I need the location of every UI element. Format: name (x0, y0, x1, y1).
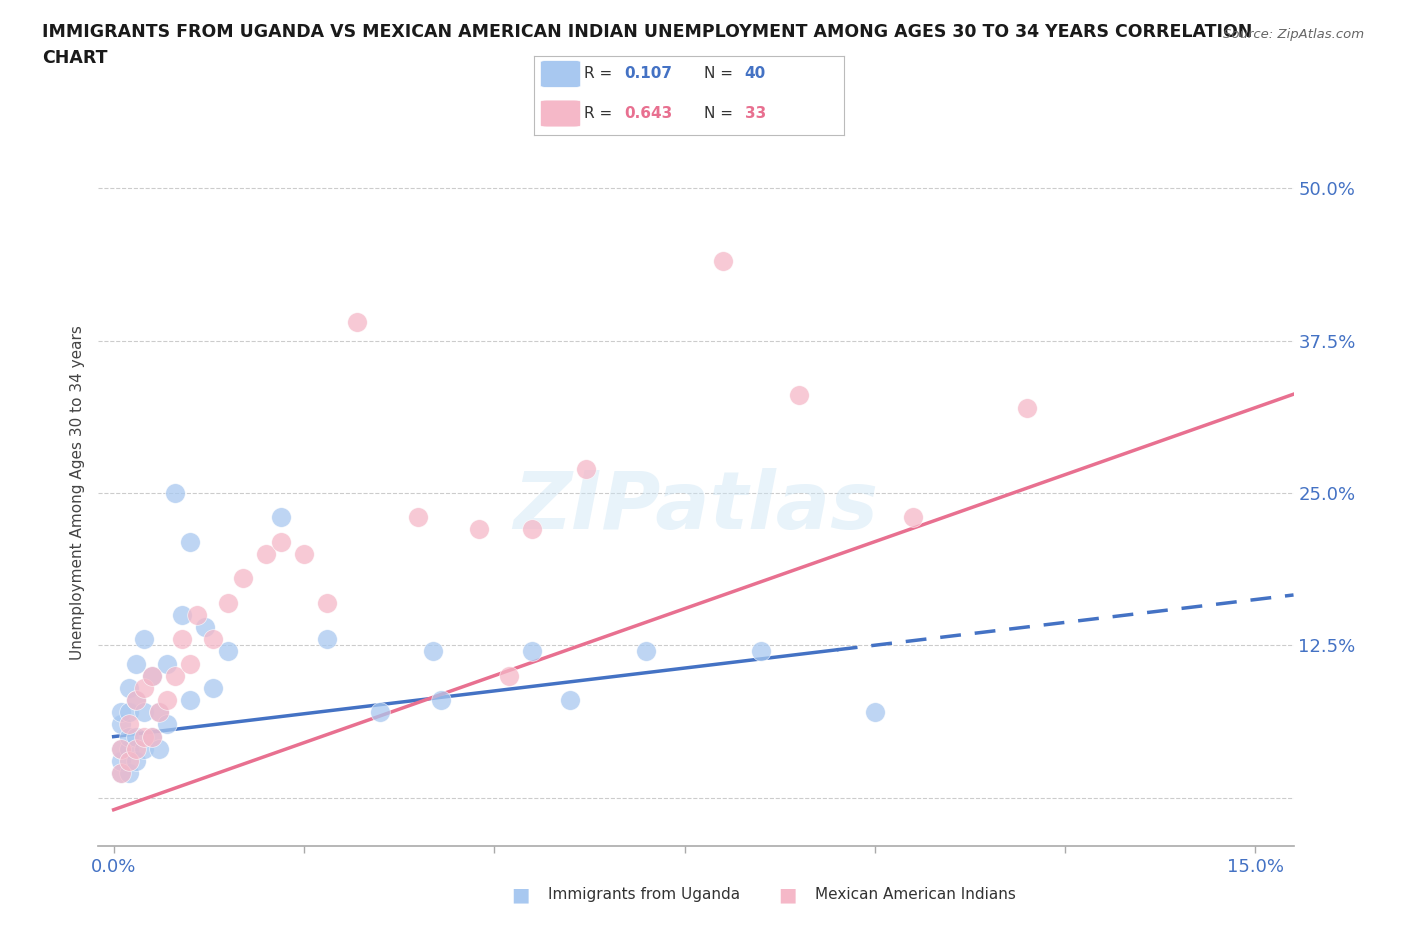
Text: N =: N = (704, 66, 738, 82)
Point (179, 534, 201, 549)
Point (132, 705, 155, 720)
Point (574, 461, 596, 476)
Point (132, 729, 155, 744)
Point (118, 705, 141, 720)
Point (368, 705, 391, 720)
Point (172, 607, 194, 622)
Point (315, 595, 337, 610)
Point (156, 693, 179, 708)
Point (163, 485, 186, 500)
Point (217, 644, 239, 658)
Point (118, 681, 141, 696)
Point (132, 741, 155, 756)
Point (125, 693, 148, 708)
Point (141, 669, 163, 684)
Point (110, 741, 132, 756)
Text: 0.643: 0.643 (624, 106, 672, 121)
Point (148, 705, 170, 720)
Point (110, 765, 132, 780)
Point (125, 753, 148, 768)
Point (141, 669, 163, 684)
Point (110, 717, 132, 732)
Text: N =: N = (704, 106, 738, 121)
Point (132, 681, 155, 696)
Point (179, 693, 201, 708)
Point (270, 510, 292, 525)
Point (346, 315, 368, 330)
Point (270, 534, 292, 549)
Point (118, 753, 141, 768)
Point (125, 741, 148, 756)
Point (201, 681, 224, 696)
Point (636, 644, 658, 658)
Text: 0.107: 0.107 (624, 66, 672, 82)
Point (110, 741, 132, 756)
Point (522, 644, 544, 658)
Point (163, 669, 186, 684)
Point (217, 595, 239, 610)
Point (232, 571, 254, 586)
Point (132, 631, 155, 646)
Point (125, 729, 148, 744)
Point (430, 693, 453, 708)
Point (1017, 400, 1039, 415)
Point (863, 705, 886, 720)
FancyBboxPatch shape (540, 60, 581, 87)
Point (118, 741, 141, 756)
Point (560, 693, 582, 708)
Text: CHART: CHART (42, 49, 108, 67)
Point (118, 717, 141, 732)
Text: Source: ZipAtlas.com: Source: ZipAtlas.com (1223, 28, 1364, 41)
Text: IMMIGRANTS FROM UGANDA VS MEXICAN AMERICAN INDIAN UNEMPLOYMENT AMONG AGES 30 TO : IMMIGRANTS FROM UGANDA VS MEXICAN AMERIC… (42, 23, 1253, 41)
Point (172, 631, 194, 646)
Point (254, 547, 277, 562)
Y-axis label: Unemployment Among Ages 30 to 34 years: Unemployment Among Ages 30 to 34 years (69, 326, 84, 660)
Point (148, 741, 170, 756)
Point (498, 669, 520, 684)
Point (118, 729, 141, 744)
Text: 33: 33 (745, 106, 766, 121)
Point (179, 656, 201, 671)
Point (194, 619, 217, 634)
Point (901, 510, 924, 525)
Point (156, 656, 179, 671)
Point (110, 753, 132, 768)
FancyBboxPatch shape (540, 100, 581, 127)
Point (522, 522, 544, 537)
Point (148, 705, 170, 720)
Point (141, 729, 163, 744)
Point (201, 631, 224, 646)
Point (292, 547, 315, 562)
Point (125, 656, 148, 671)
Text: ■: ■ (510, 885, 530, 904)
Text: Immigrants from Uganda: Immigrants from Uganda (548, 887, 741, 902)
Text: ■: ■ (778, 885, 797, 904)
Text: 40: 40 (745, 66, 766, 82)
Point (125, 693, 148, 708)
Point (315, 631, 337, 646)
Point (468, 522, 491, 537)
Text: ZIPatlas: ZIPatlas (513, 468, 879, 546)
Point (711, 254, 734, 269)
Point (110, 705, 132, 720)
Point (118, 765, 141, 780)
Point (422, 644, 444, 658)
Point (749, 644, 772, 658)
Text: Mexican American Indians: Mexican American Indians (815, 887, 1017, 902)
Point (186, 607, 208, 622)
Text: R =: R = (583, 66, 617, 82)
Point (787, 388, 810, 403)
Point (406, 510, 429, 525)
Point (156, 717, 179, 732)
Point (141, 729, 163, 744)
Text: R =: R = (583, 106, 617, 121)
Point (110, 765, 132, 780)
